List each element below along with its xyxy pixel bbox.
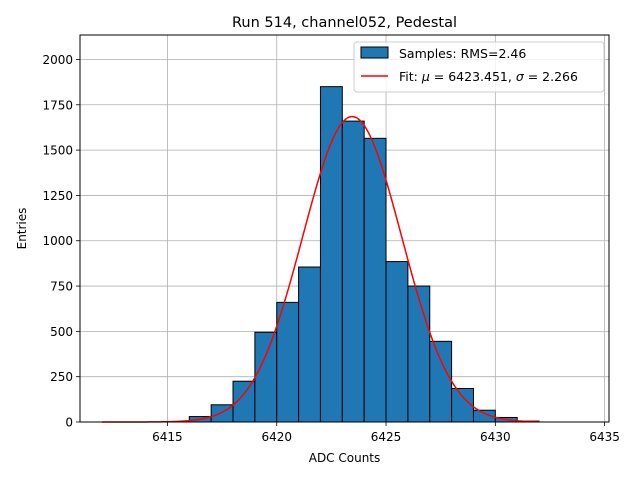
histogram-bar <box>385 261 409 423</box>
histogram-bar <box>319 86 343 423</box>
x-tick-label: 6415 <box>152 430 183 444</box>
x-tick-label: 6425 <box>371 430 402 444</box>
histogram-bar <box>341 120 365 423</box>
histogram-bar <box>363 137 387 423</box>
y-tick-label: 500 <box>50 325 73 339</box>
y-tick-label: 0 <box>65 416 73 430</box>
plot-frame <box>79 34 610 423</box>
y-tick-label: 250 <box>50 370 73 384</box>
legend-samples-label: Samples: RMS=2.46 <box>399 46 526 61</box>
y-tick-label: 750 <box>50 280 73 294</box>
y-tick-label: 1000 <box>42 234 73 248</box>
y-axis-ticks: 0 250 500 750 1000 1250 1500 1750 2000 <box>42 53 80 430</box>
x-tick-label: 6435 <box>589 430 620 444</box>
histogram-bar <box>451 387 474 423</box>
y-axis-label: Entries <box>15 208 29 250</box>
legend-bar-swatch <box>360 46 389 59</box>
chart-title: Run 514, channel052, Pedestal <box>232 15 457 31</box>
x-tick-label: 6420 <box>261 430 292 444</box>
histogram-bar <box>276 301 300 423</box>
y-tick-label: 1250 <box>42 189 73 203</box>
histogram-bar <box>407 285 431 423</box>
x-tick-label: 6430 <box>480 430 511 444</box>
histogram-bar <box>298 266 321 423</box>
histogram-bars <box>188 86 540 423</box>
histogram-bar <box>254 331 278 423</box>
legend-fit-label: Fit: μ = 6423.451, σ = 2.266 <box>399 69 578 84</box>
y-tick-label: 2000 <box>42 53 73 67</box>
legend-box <box>353 41 605 93</box>
x-axis-ticks: 6415 6420 6425 6430 6435 <box>152 422 620 444</box>
legend: Samples: RMS=2.46 Fit: μ = 6423.451, σ =… <box>353 41 605 93</box>
histogram-bar <box>429 340 453 423</box>
x-axis-label: ADC Counts <box>309 451 381 465</box>
y-tick-label: 1750 <box>42 98 73 112</box>
y-tick-label: 1500 <box>42 144 73 158</box>
